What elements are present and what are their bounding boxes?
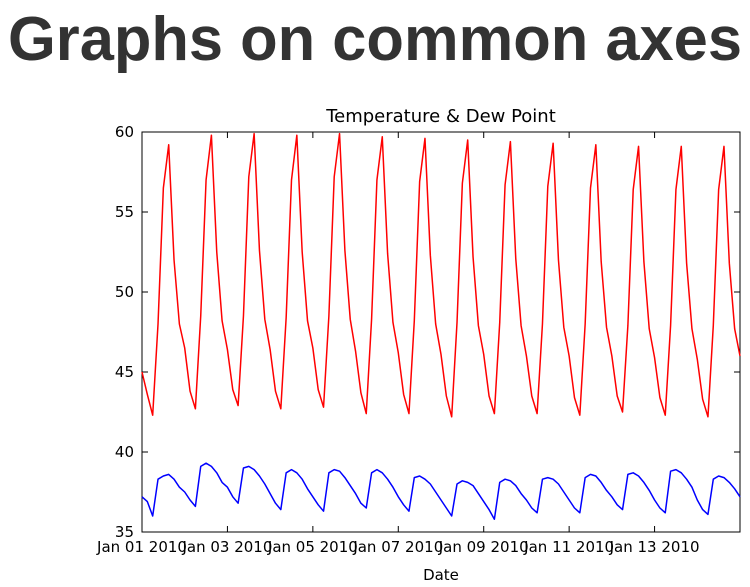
series-line — [141, 132, 741, 418]
x-tick-label: Jan 11 2010 — [523, 538, 614, 556]
x-tick-label: Jan 03 2010 — [181, 538, 272, 556]
series-line — [141, 462, 741, 520]
x-tick-label: Jan 01 2010 — [96, 538, 187, 556]
y-tick-label: 35 — [115, 523, 134, 541]
x-tick-label: Jan 09 2010 — [438, 538, 529, 556]
x-tick-label: Jan 05 2010 — [267, 538, 358, 556]
y-tick-label: 60 — [115, 123, 134, 141]
x-axis-label: Date — [423, 566, 459, 584]
x-tick-label: Jan 07 2010 — [352, 538, 443, 556]
x-tick-label: Jan 13 2010 — [609, 538, 700, 556]
chart-title: Temperature & Dew Point — [325, 106, 556, 127]
y-tick-label: 45 — [115, 363, 134, 381]
y-tick-label: 55 — [115, 203, 134, 221]
slide-title: Graphs on common axes — [8, 5, 742, 74]
plot-frame — [141, 131, 741, 533]
y-tick-label: 50 — [115, 283, 134, 301]
y-tick-label: 40 — [115, 443, 134, 461]
